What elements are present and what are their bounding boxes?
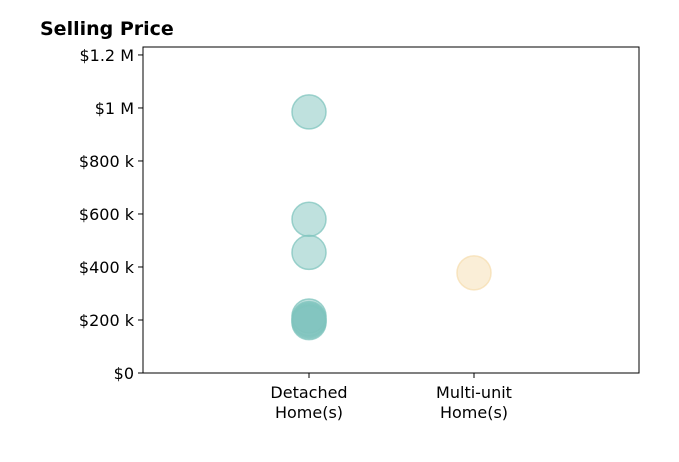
y-tick-label: $1.2 M [79,46,134,65]
x-axis: Detached Home(s) Multi-unit Home(s) [270,373,512,422]
data-points [291,94,492,341]
y-tick-label: $600 k [79,205,135,224]
x-tick-label: Multi-unit Home(s) [436,383,512,422]
y-tick-label: $0 [114,364,134,383]
data-point [291,234,327,271]
chart-title: Selling Price [40,18,174,40]
data-point [291,201,327,238]
y-tick-label: $400 k [79,258,135,277]
x-tick-label: Detached Home(s) [270,383,347,422]
data-point [291,304,327,341]
y-tick-label: $800 k [79,152,135,171]
y-axis: $0 $200 k $400 k $600 k $800 k $1 M $1.2 M [79,46,143,383]
data-point [456,255,492,291]
data-point [291,94,327,130]
plot-frame [142,46,640,374]
y-tick-label: $200 k [79,311,135,330]
y-tick-label: $1 M [95,99,134,118]
